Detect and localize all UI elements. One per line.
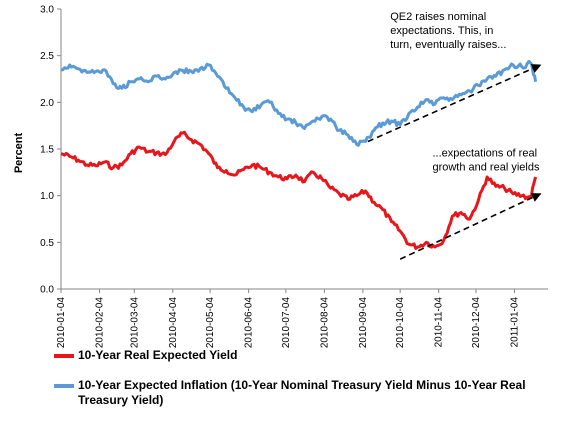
y-axis-label: Percent [13,132,25,173]
legend-label-expected-inflation: 10-Year Expected Inflation (10-Year Nomi… [78,378,526,407]
x-tick-label: 2010-11-04 [434,297,445,348]
y-tick-label: 2.5 [40,51,54,62]
annotation-line: ...expectations of real [432,147,537,159]
trend-arrow-0 [367,64,542,143]
annotation-line: QE2 raises nominal [390,11,486,23]
y-tick-label: 2.0 [40,98,54,109]
legend-item-real-yield: 10-Year Real Expected Yield [54,348,237,363]
series-line-1 [60,59,538,147]
legend-item-expected-inflation: 10-Year Expected Inflation (10-Year Nomi… [54,378,559,408]
x-tick-label: 2010-02-04 [95,297,106,349]
y-axis: 0.0 0.5 1.0 1.5 2.0 2.5 3.0 [40,5,62,296]
annotation-line: growth and real yields [432,161,540,173]
y-tick-label: 0.5 [40,238,54,249]
y-tick-label: 1.0 [40,191,54,202]
x-tick-label: 2010-12-04 [471,297,482,349]
x-tick-label: 2010-03-04 [129,297,140,349]
x-tick-label: 2010-10-04 [395,297,406,349]
x-tick-label: 2010-06-04 [244,297,255,349]
trend-arrow-1 [399,193,542,260]
x-tick-label: 2010-08-04 [319,297,330,349]
x-tick-label: 2010-09-04 [358,297,369,349]
legend-swatch-real-yield [54,354,74,358]
x-tick-label: 2010-04-04 [168,297,179,349]
annotation-line: expectations. This, in [390,25,493,37]
series-line-0 [60,130,538,250]
series-lines [60,59,538,250]
annotations: QE2 raises nominal expectations. This, in… [390,11,540,173]
legend-swatch-expected-inflation [54,384,74,388]
y-tick-label: 3.0 [40,5,54,16]
trend-arrows [367,64,542,260]
x-tick-label: 2011-01-04 [509,297,520,348]
legend-label-real-yield: 10-Year Real Expected Yield [78,348,238,362]
x-tick-label: 2010-07-04 [281,297,292,349]
annotation-line: turn, eventually raises... [390,39,506,51]
y-tick-label: 0.0 [40,285,54,296]
x-tick-label: 2010-05-04 [205,297,216,349]
x-axis: 2010-01-04 2010-02-04 2010-03-04 2010-04-04… [56,288,548,349]
x-tick-label: 2010-01-04 [56,297,67,349]
y-tick-label: 1.5 [40,145,54,156]
